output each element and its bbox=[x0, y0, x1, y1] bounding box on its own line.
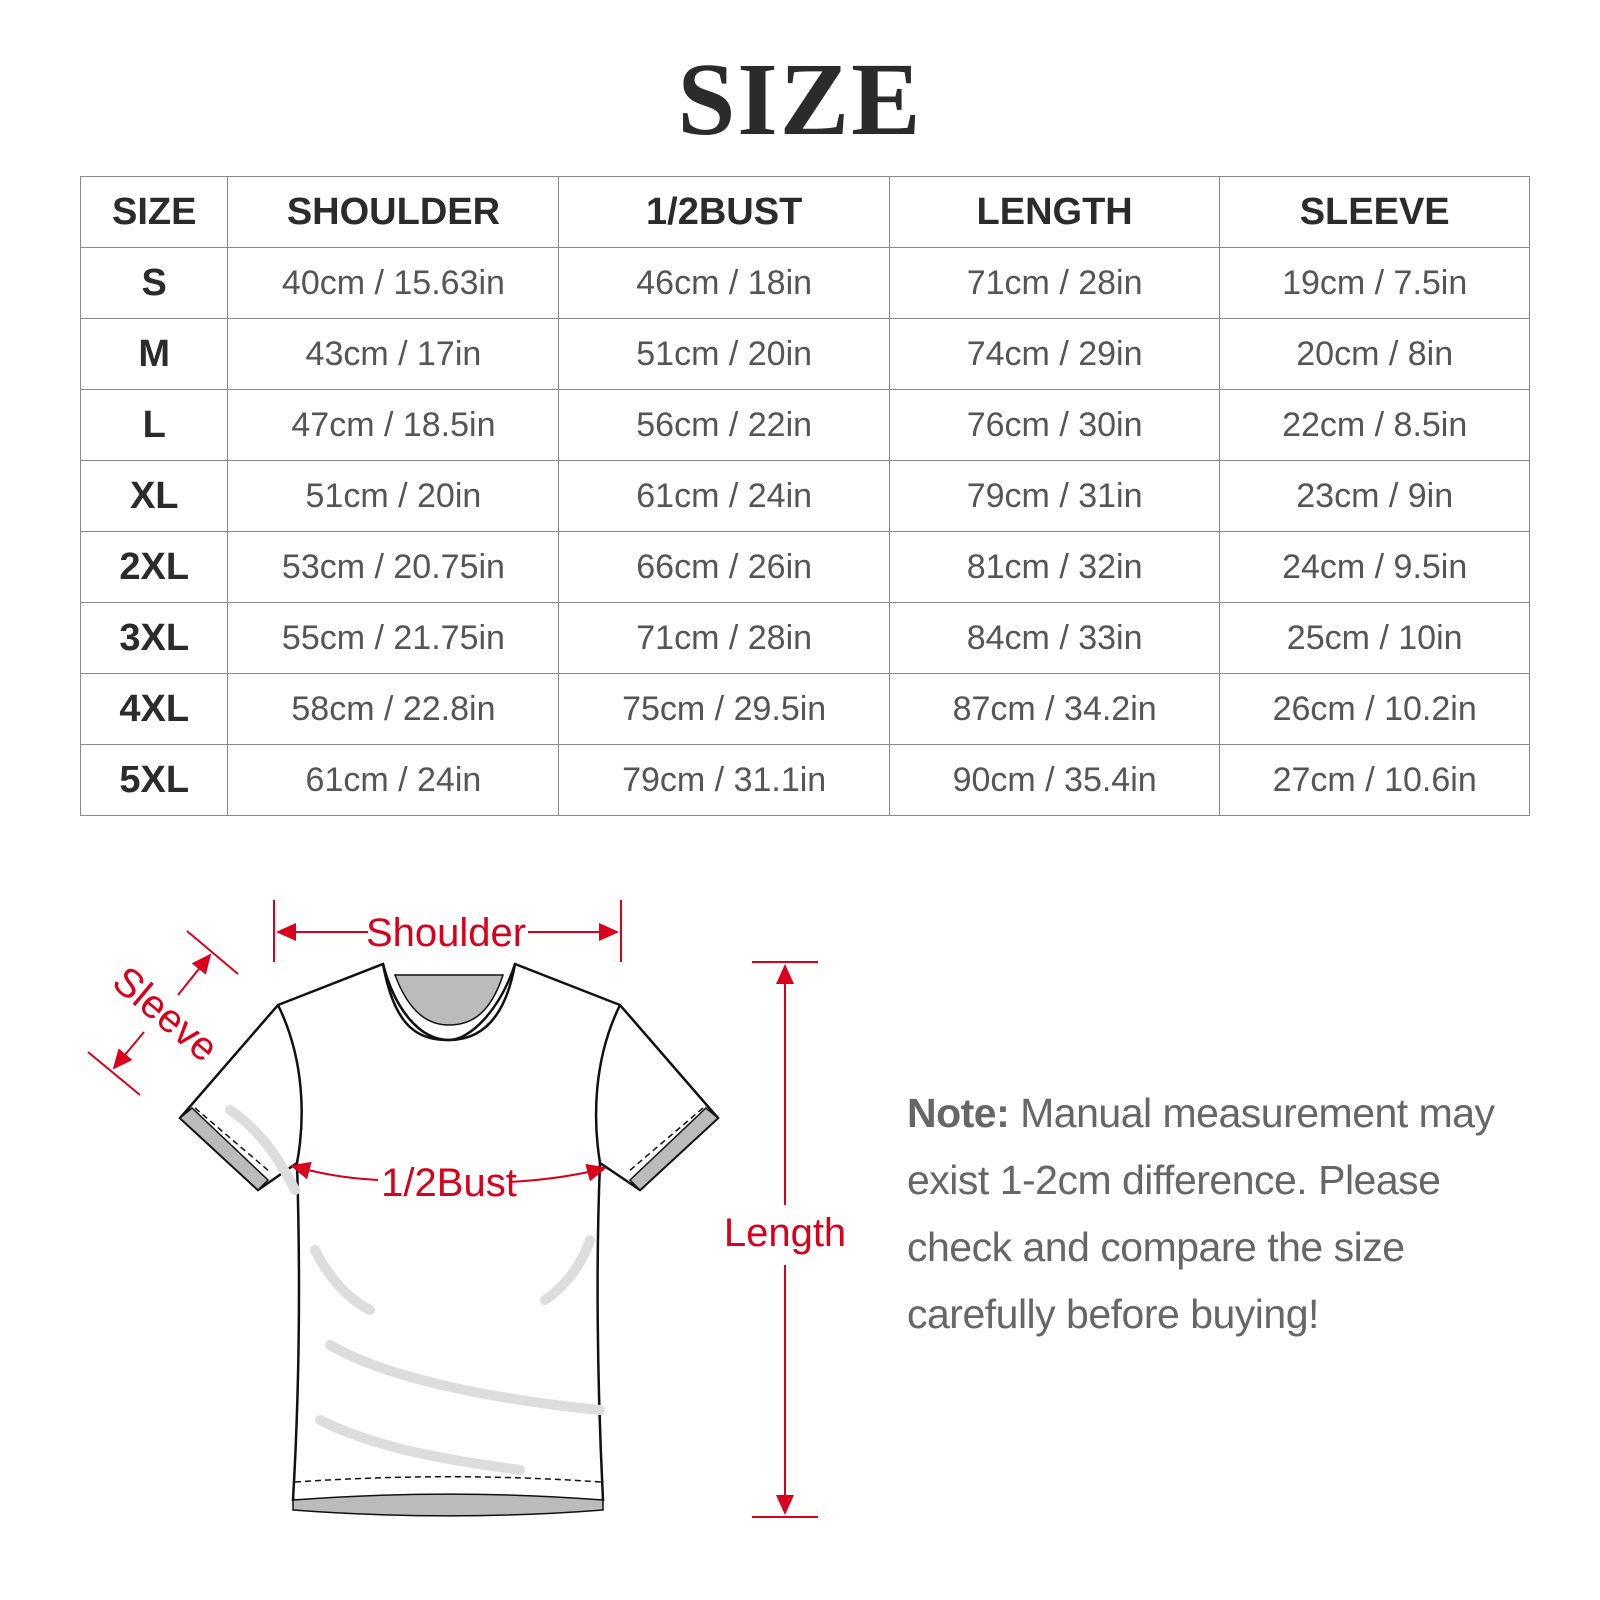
table-row: S 40cm / 15.63in 46cm / 18in 71cm / 28in 19c… bbox=[79, 247, 1530, 319]
size-cell: 4XL bbox=[79, 673, 229, 745]
measurement-cell: 46cm / 18in bbox=[558, 247, 890, 319]
tshirt-illustration bbox=[178, 962, 720, 1517]
bust-label: 1/2Bust bbox=[381, 1161, 517, 1205]
table-row: 5XL 61cm / 24in 79cm / 31.1in 90cm / 35.4in… bbox=[79, 744, 1530, 816]
table-row: XL 51cm / 20in 61cm / 24in 79cm / 31in 23cm … bbox=[79, 460, 1530, 532]
measurement-cell: 56cm / 22in bbox=[558, 389, 890, 461]
table-row: M 43cm / 17in 51cm / 20in 74cm / 29in 20cm /… bbox=[79, 318, 1530, 390]
measurement-cell: 26cm / 10.2in bbox=[1219, 673, 1530, 745]
measurement-cell: 27cm / 10.6in bbox=[1219, 744, 1530, 816]
size-table: SIZE SHOULDER 1/2BUST LENGTH SLEEVE S 40cm / … bbox=[79, 176, 1530, 816]
measurement-cell: 61cm / 24in bbox=[558, 460, 890, 532]
size-cell: 5XL bbox=[79, 744, 229, 816]
measurement-cell: 20cm / 8in bbox=[1219, 318, 1530, 390]
measurement-cell: 76cm / 30in bbox=[888, 389, 1221, 461]
table-header-row: SIZE SHOULDER 1/2BUST LENGTH SLEEVE bbox=[79, 176, 1530, 248]
measurement-cell: 66cm / 26in bbox=[558, 531, 890, 603]
measurement-cell: 90cm / 35.4in bbox=[888, 744, 1221, 816]
bust-measure bbox=[290, 1161, 607, 1183]
size-cell: M bbox=[79, 318, 229, 390]
column-header: SLEEVE bbox=[1219, 176, 1530, 248]
measurement-cell: 79cm / 31in bbox=[888, 460, 1221, 532]
size-cell: S bbox=[79, 247, 229, 319]
sleeve-measure bbox=[87, 930, 239, 1096]
measurement-cell: 61cm / 24in bbox=[227, 744, 560, 816]
sleeve-label: Sleeve bbox=[104, 958, 226, 1070]
measurement-cell: 87cm / 34.2in bbox=[888, 673, 1221, 745]
shoulder-measure bbox=[273, 900, 622, 962]
measurement-cell: 51cm / 20in bbox=[558, 318, 890, 390]
shoulder-label: Shoulder bbox=[366, 911, 526, 955]
length-measure bbox=[752, 961, 818, 1518]
measurement-cell: 71cm / 28in bbox=[888, 247, 1221, 319]
measurement-cell: 84cm / 33in bbox=[888, 602, 1221, 674]
measurement-cell: 22cm / 8.5in bbox=[1219, 389, 1530, 461]
table-row: L 47cm / 18.5in 56cm / 22in 76cm / 30in 22cm… bbox=[79, 389, 1530, 461]
measurement-cell: 71cm / 28in bbox=[558, 602, 890, 674]
measurement-cell: 79cm / 31.1in bbox=[558, 744, 890, 816]
column-header: SIZE bbox=[79, 176, 229, 248]
measurement-cell: 53cm / 20.75in bbox=[227, 531, 560, 603]
note-text: Note: Manual measurement may exist 1-2cm… bbox=[907, 1080, 1547, 1348]
size-cell: XL bbox=[79, 460, 229, 532]
measurement-cell: 24cm / 9.5in bbox=[1219, 531, 1530, 603]
table-row: 2XL 53cm / 20.75in 66cm / 26in 81cm / 32in 2… bbox=[79, 531, 1530, 603]
measurement-cell: 19cm / 7.5in bbox=[1219, 247, 1530, 319]
measurement-cell: 74cm / 29in bbox=[888, 318, 1221, 390]
note-body: Manual measurement may exist 1-2cm diffe… bbox=[907, 1090, 1495, 1337]
column-header: 1/2BUST bbox=[558, 176, 890, 248]
length-label: Length bbox=[724, 1211, 846, 1255]
measurement-cell: 43cm / 17in bbox=[227, 318, 560, 390]
size-cell: L bbox=[79, 389, 229, 461]
table-row: 4XL 58cm / 22.8in 75cm / 29.5in 87cm / 34.2… bbox=[79, 673, 1530, 745]
measurement-cell: 75cm / 29.5in bbox=[558, 673, 890, 745]
measurement-cell: 40cm / 15.63in bbox=[227, 247, 560, 319]
size-cell: 3XL bbox=[79, 602, 229, 674]
measurement-cell: 55cm / 21.75in bbox=[227, 602, 560, 674]
page-title: SIZE bbox=[677, 42, 923, 157]
table-row: 3XL 55cm / 21.75in 71cm / 28in 84cm / 33in 2… bbox=[79, 602, 1530, 674]
measurement-cell: 81cm / 32in bbox=[888, 531, 1221, 603]
measurement-cell: 25cm / 10in bbox=[1219, 602, 1530, 674]
measurement-cell: 58cm / 22.8in bbox=[227, 673, 560, 745]
note-label: Note: bbox=[907, 1090, 1010, 1136]
column-header: LENGTH bbox=[888, 176, 1221, 248]
measurement-cell: 51cm / 20in bbox=[227, 460, 560, 532]
measurement-cell: 23cm / 9in bbox=[1219, 460, 1530, 532]
